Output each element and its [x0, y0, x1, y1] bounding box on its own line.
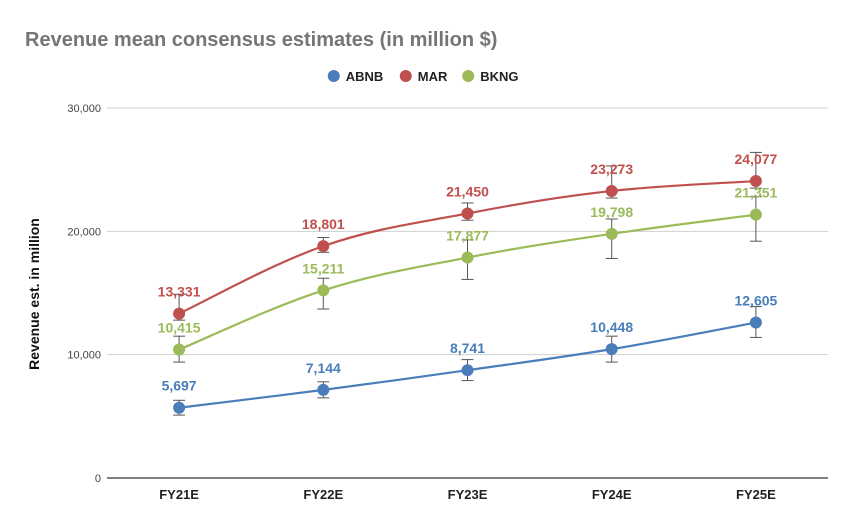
y-tick-label: 20,000: [67, 226, 101, 238]
data-label-bkng: 17,877: [446, 228, 489, 244]
data-point-mar: [317, 240, 330, 253]
data-label-bkng: 15,211: [302, 260, 344, 276]
chart-title: Revenue mean consensus estimates (in mil…: [25, 29, 497, 51]
data-label-abnb: 10,448: [590, 319, 633, 335]
legend-item-mar: MAR: [399, 69, 448, 84]
data-label-abnb: 5,697: [162, 378, 197, 394]
data-point-bkng: [461, 251, 474, 264]
data-label-mar: 24,077: [734, 151, 777, 167]
data-point-bkng: [317, 284, 330, 297]
data-point-abnb: [317, 383, 330, 396]
legend-label: ABNB: [346, 69, 384, 84]
x-tick-label: FY23E: [448, 487, 488, 502]
y-tick-label: 0: [95, 473, 101, 485]
x-tick-label: FY21E: [159, 487, 199, 502]
data-label-mar: 18,801: [302, 216, 345, 232]
legend-item-bkng: BKNG: [462, 69, 519, 84]
x-tick-label: FY24E: [592, 487, 632, 502]
series-mar: [173, 151, 762, 321]
gridlines: [107, 107, 828, 479]
legend-marker-icon: [327, 70, 340, 82]
data-label-abnb: 8,741: [450, 340, 485, 356]
series-bkng: [173, 196, 762, 363]
data-label-bkng: 21,351: [734, 185, 777, 201]
data-point-bkng: [173, 343, 186, 356]
legend-item-abnb: ABNB: [327, 69, 384, 84]
data-label-bkng: 19,798: [590, 204, 633, 220]
data-point-bkng: [605, 227, 618, 240]
series-abnb: [173, 306, 762, 416]
legend-marker-icon: [462, 70, 475, 82]
legend-label: MAR: [418, 69, 448, 84]
legend-label: BKNG: [480, 69, 518, 84]
y-axis-ticks: 0 10,000 20,000 30,000: [67, 103, 101, 485]
y-tick-label: 10,000: [67, 350, 101, 362]
data-point-mar: [173, 307, 186, 320]
legend-marker-icon: [399, 70, 412, 82]
data-labels: 5,697 7,144 8,741 10,448 12,605 13,331 18,801 2…: [158, 151, 778, 394]
data-point-bkng: [749, 208, 762, 221]
x-tick-label: FY22E: [303, 487, 343, 502]
data-point-mar: [605, 184, 618, 197]
data-point-mar: [461, 207, 474, 220]
data-label-abnb: 12,605: [734, 293, 777, 309]
data-label-abnb: 7,144: [306, 360, 341, 376]
data-point-abnb: [173, 401, 186, 414]
y-tick-label: 30,000: [67, 103, 101, 115]
legend: ABNB MAR BKNG: [327, 69, 519, 84]
y-axis-label: Revenue est. in million: [26, 218, 42, 370]
data-point-abnb: [749, 316, 762, 329]
data-point-mar: [749, 175, 762, 188]
x-axis-ticks: FY21E FY22E FY23E FY24E FY25E: [159, 487, 776, 502]
data-label-mar: 23,273: [590, 161, 633, 177]
data-label-bkng: 10,415: [158, 320, 201, 336]
series-layer: [173, 151, 762, 416]
data-point-abnb: [605, 343, 618, 356]
data-label-mar: 21,450: [446, 183, 489, 199]
x-tick-label: FY25E: [736, 487, 776, 502]
data-point-abnb: [461, 364, 474, 377]
data-label-mar: 13,331: [158, 284, 201, 300]
